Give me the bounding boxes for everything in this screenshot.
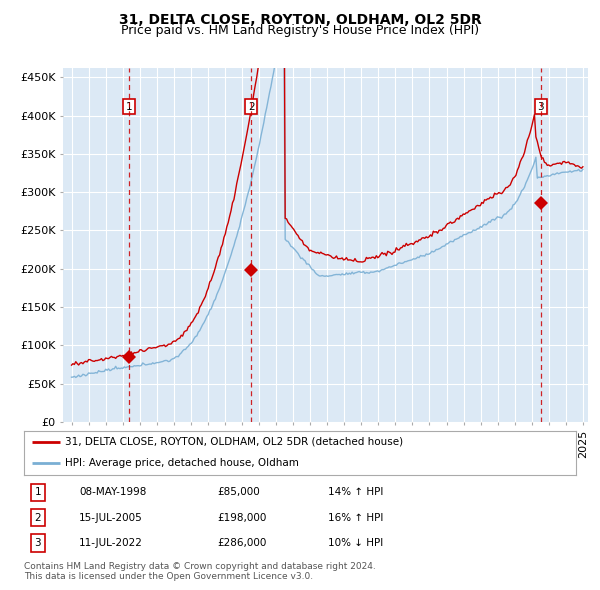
Text: 1: 1 (125, 102, 132, 112)
Text: HPI: Average price, detached house, Oldham: HPI: Average price, detached house, Oldh… (65, 458, 299, 468)
Text: 14% ↑ HPI: 14% ↑ HPI (328, 487, 383, 497)
Text: £286,000: £286,000 (217, 538, 266, 548)
Text: 15-JUL-2005: 15-JUL-2005 (79, 513, 143, 523)
Text: £85,000: £85,000 (217, 487, 260, 497)
Text: 3: 3 (34, 538, 41, 548)
Text: 1: 1 (34, 487, 41, 497)
Text: 31, DELTA CLOSE, ROYTON, OLDHAM, OL2 5DR: 31, DELTA CLOSE, ROYTON, OLDHAM, OL2 5DR (119, 13, 481, 27)
Text: Price paid vs. HM Land Registry's House Price Index (HPI): Price paid vs. HM Land Registry's House … (121, 24, 479, 37)
Text: 2: 2 (248, 102, 254, 112)
Text: 10% ↓ HPI: 10% ↓ HPI (328, 538, 383, 548)
Text: 08-MAY-1998: 08-MAY-1998 (79, 487, 146, 497)
Text: £198,000: £198,000 (217, 513, 266, 523)
Text: 16% ↑ HPI: 16% ↑ HPI (328, 513, 383, 523)
Text: 2: 2 (34, 513, 41, 523)
Text: 11-JUL-2022: 11-JUL-2022 (79, 538, 143, 548)
Text: 3: 3 (538, 102, 544, 112)
Text: 31, DELTA CLOSE, ROYTON, OLDHAM, OL2 5DR (detached house): 31, DELTA CLOSE, ROYTON, OLDHAM, OL2 5DR… (65, 437, 404, 447)
Text: Contains HM Land Registry data © Crown copyright and database right 2024.
This d: Contains HM Land Registry data © Crown c… (24, 562, 376, 581)
